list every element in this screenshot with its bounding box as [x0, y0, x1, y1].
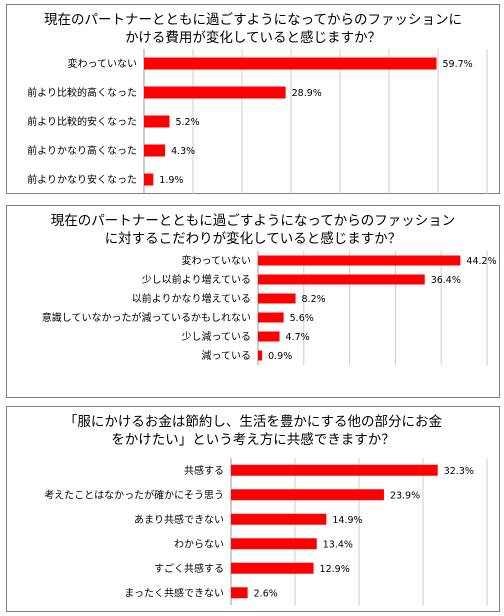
value-label: 32.3%: [444, 466, 474, 477]
chart-title: 現在のパートナーとともに過ごすようになってからのファッション に対するこだわりが…: [50, 213, 456, 247]
bar: [231, 464, 438, 476]
bar: [231, 513, 327, 525]
category-label: 考えたことはなかったが確かにそう思う: [44, 488, 224, 501]
chart-panel-commitment: 現在のパートナーとともに過ごすようになってからのファッション に対するこだわりが…: [6, 205, 500, 398]
value-label: 1.9%: [159, 175, 183, 186]
category-label: すごく共感する: [154, 562, 224, 575]
category-label: 減っている: [202, 349, 252, 362]
bar: [258, 255, 461, 266]
category-label: わからない: [174, 538, 224, 550]
chart-plot: 変わっていない 44.2% 少し以前より増えている 36.4% 以前よりかなり増えている…: [42, 251, 497, 365]
value-label: 59.7%: [443, 59, 473, 70]
value-label: 13.4%: [323, 539, 353, 550]
category-label: 前よりかなり高くなった: [27, 144, 137, 157]
value-label: 23.9%: [390, 490, 420, 501]
category-label: 少し減っている: [182, 330, 252, 343]
bar: [144, 173, 154, 186]
bar: [231, 538, 317, 550]
bar: [144, 86, 286, 99]
bar: [258, 331, 280, 342]
category-label: 前よりかなり安くなった: [27, 173, 137, 186]
value-label: 4.3%: [171, 146, 195, 157]
bar: [258, 274, 425, 285]
bar: [258, 350, 263, 361]
bar: [258, 293, 296, 304]
bar: [231, 587, 248, 599]
category-label: 変わっていない: [68, 57, 138, 70]
bar: [231, 562, 314, 574]
value-label: 28.9%: [292, 88, 322, 99]
value-label: 0.9%: [268, 351, 292, 362]
value-label: 2.6%: [254, 588, 278, 599]
bar: [231, 489, 384, 501]
chart-plot: 変わっていない 59.7% 前より比較的高くなった 28.9% 前より比較的安くなった 5…: [27, 49, 488, 194]
category-label: 前より比較的安くなった: [27, 115, 137, 128]
bar: [144, 115, 170, 128]
value-label: 5.2%: [175, 117, 199, 128]
value-label: 8.2%: [302, 294, 326, 305]
value-label: 44.2%: [466, 256, 496, 267]
bar: [144, 57, 437, 70]
category-label: あまり共感できない: [134, 513, 224, 526]
bar: [258, 312, 284, 323]
category-label: まったく共感できない: [124, 586, 224, 599]
value-label: 14.9%: [332, 515, 362, 526]
category-label: 意識していなかったが減っているかもしれない: [42, 311, 251, 324]
chart-plot: 共感する 32.3% 考えたことはなかったが確かにそう思う 23.9% あまり共感できな…: [44, 458, 488, 605]
value-label: 4.7%: [286, 332, 310, 343]
category-label: 以前よりかなり増えている: [132, 292, 251, 305]
chart-title: 「服にかけるお金は節約し、生活を豊かにする他の部分にお金 をかけたい」という考え…: [63, 414, 443, 448]
category-label: 変わっていない: [182, 254, 252, 267]
category-label: 前より比較的高くなった: [27, 86, 137, 99]
category-label: 少し以前より増えている: [142, 273, 251, 286]
chart-panel-cost: 現在のパートナーとともに過ごすようになってからのファッションに かける費用が変化…: [6, 4, 500, 194]
value-label: 12.9%: [320, 564, 350, 575]
category-label: 共感する: [184, 464, 224, 477]
chart-title: 現在のパートナーとともに過ごすようになってからのファッションに かける費用が変化…: [44, 12, 462, 46]
chart-panel-saving: 「服にかけるお金は節約し、生活を豊かにする他の部分にお金 をかけたい」という考え…: [6, 406, 500, 612]
value-label: 5.6%: [290, 313, 314, 324]
bar: [144, 144, 166, 157]
value-label: 36.4%: [431, 275, 461, 286]
